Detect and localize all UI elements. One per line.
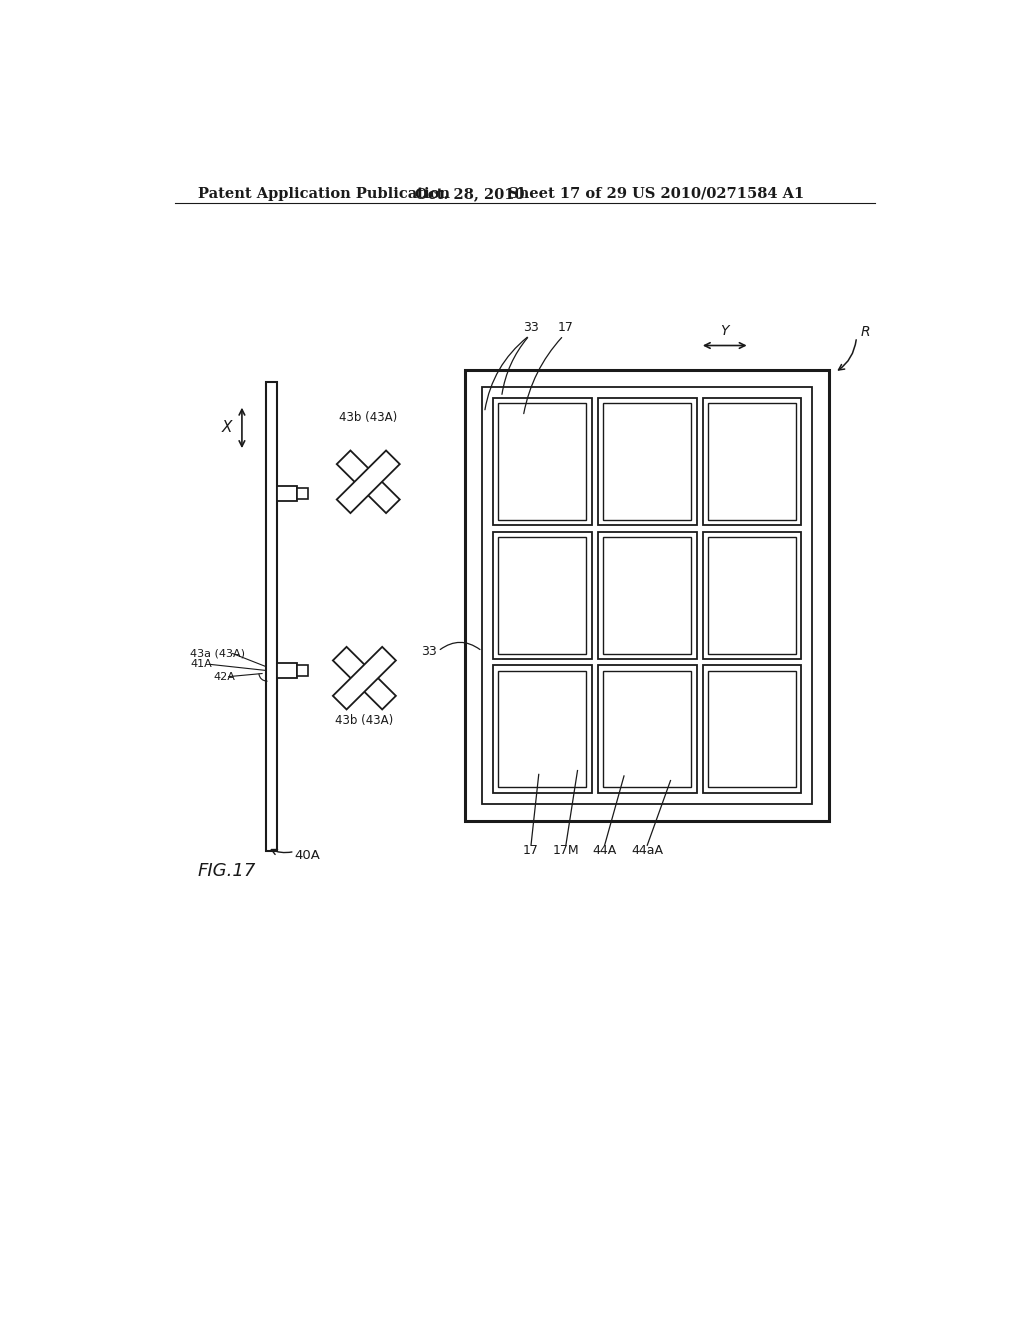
Text: 33: 33 [523,321,539,334]
Bar [709,671,796,788]
Text: 44A: 44A [593,843,616,857]
Bar [709,537,796,653]
Polygon shape [333,647,396,709]
Bar [499,537,587,653]
FancyArrowPatch shape [839,339,856,370]
Text: 42A: 42A [213,672,236,681]
Text: Sheet 17 of 29: Sheet 17 of 29 [508,187,627,201]
Polygon shape [333,647,396,709]
Bar [598,665,696,793]
Bar [499,404,587,520]
Text: FIG.17: FIG.17 [198,862,256,879]
Text: 44aA: 44aA [631,843,664,857]
Bar [266,381,276,851]
Text: Patent Application Publication: Patent Application Publication [198,187,450,201]
Text: 17M: 17M [553,843,580,857]
Text: 17: 17 [523,843,539,857]
Bar [276,486,297,502]
Text: 33: 33 [421,644,436,657]
Text: 43b (43A): 43b (43A) [335,714,393,726]
Bar [493,397,592,525]
Bar [603,404,691,520]
Bar [493,665,592,793]
Text: 41A: 41A [190,659,212,669]
Text: 40A: 40A [295,849,321,862]
Bar [603,537,691,653]
Bar [598,397,696,525]
Bar [702,665,802,793]
Text: Y: Y [721,323,729,338]
Bar [297,488,308,499]
Text: Oct. 28, 2010: Oct. 28, 2010 [415,187,524,201]
Bar [598,532,696,659]
Text: 43a (43A): 43a (43A) [190,648,245,659]
Bar [702,397,802,525]
Text: R: R [860,325,870,339]
Text: US 2010/0271584 A1: US 2010/0271584 A1 [632,187,804,201]
Bar [603,671,691,788]
Bar [465,370,829,821]
Bar [702,532,802,659]
Bar [499,671,587,788]
Text: 43b (43A): 43b (43A) [339,411,397,424]
Bar [276,663,297,678]
Bar [482,387,812,804]
Bar [493,532,592,659]
Text: X: X [222,420,232,436]
Bar [709,404,796,520]
Polygon shape [337,450,399,513]
Bar [297,665,308,676]
Text: 17: 17 [558,321,573,334]
Polygon shape [337,450,399,513]
